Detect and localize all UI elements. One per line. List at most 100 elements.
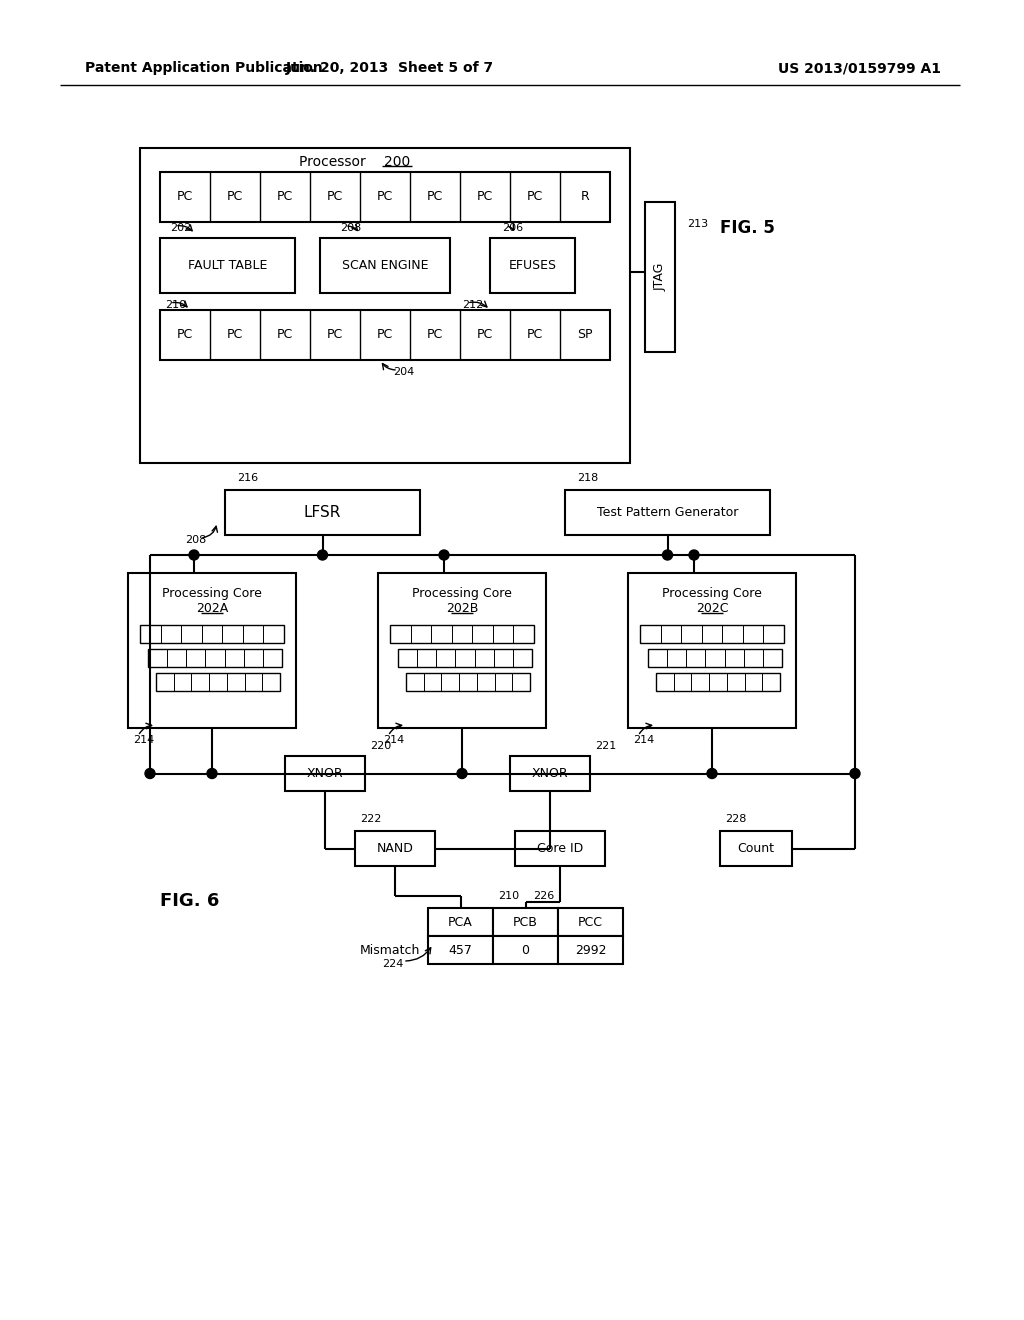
Text: Processing Core: Processing Core	[663, 586, 762, 599]
Text: 210: 210	[165, 300, 186, 310]
Text: NAND: NAND	[377, 842, 414, 855]
Text: PC: PC	[327, 190, 343, 203]
Bar	[225, 490, 420, 535]
Text: PC: PC	[527, 190, 543, 203]
Text: 224: 224	[382, 960, 403, 969]
Bar	[510, 756, 590, 791]
Circle shape	[663, 550, 673, 560]
Text: PC: PC	[227, 190, 243, 203]
Text: 221: 221	[595, 741, 616, 751]
Text: 220: 220	[370, 741, 391, 751]
Text: PC: PC	[377, 329, 393, 342]
Text: PCA: PCA	[449, 916, 473, 928]
Bar	[285, 756, 365, 791]
Text: EFUSES: EFUSES	[509, 259, 556, 272]
Bar	[160, 310, 610, 360]
Text: LFSR: LFSR	[304, 506, 341, 520]
Bar	[428, 908, 493, 936]
Text: PC: PC	[527, 329, 543, 342]
Text: Jun. 20, 2013  Sheet 5 of 7: Jun. 20, 2013 Sheet 5 of 7	[286, 61, 494, 75]
Text: 206: 206	[502, 223, 523, 234]
Bar	[565, 490, 770, 535]
Text: 208: 208	[185, 535, 206, 545]
Text: 226: 226	[534, 891, 554, 902]
Text: PC: PC	[427, 329, 443, 342]
Text: XNOR: XNOR	[531, 767, 568, 780]
Text: 214: 214	[383, 735, 404, 744]
Bar	[640, 624, 784, 643]
Text: PC: PC	[327, 329, 343, 342]
Bar	[558, 936, 623, 964]
Bar	[319, 238, 450, 293]
Text: Patent Application Publication: Patent Application Publication	[85, 61, 323, 75]
Text: 204: 204	[393, 367, 415, 378]
Text: PC: PC	[427, 190, 443, 203]
Bar	[378, 573, 546, 729]
Text: 213: 213	[687, 219, 709, 228]
Text: FIG. 5: FIG. 5	[720, 219, 775, 238]
Bar	[558, 908, 623, 936]
Text: PC: PC	[477, 190, 494, 203]
Bar	[140, 624, 284, 643]
Text: 0: 0	[521, 944, 529, 957]
Bar	[140, 148, 630, 463]
Bar	[720, 832, 792, 866]
Text: 228: 228	[725, 814, 746, 824]
Circle shape	[457, 768, 467, 779]
Text: Count: Count	[737, 842, 774, 855]
Text: 212: 212	[462, 300, 483, 310]
Bar	[406, 673, 530, 690]
Text: Processor: Processor	[299, 154, 370, 169]
Text: PCC: PCC	[578, 916, 603, 928]
Bar	[428, 936, 493, 964]
Text: PCB: PCB	[513, 916, 538, 928]
Text: R: R	[581, 190, 590, 203]
Bar	[398, 649, 532, 667]
Bar	[515, 832, 605, 866]
Text: 208: 208	[340, 223, 361, 234]
Bar	[160, 238, 295, 293]
Text: Mismatch: Mismatch	[359, 944, 420, 957]
Circle shape	[207, 768, 217, 779]
Text: 202A: 202A	[196, 602, 228, 615]
Text: PC: PC	[377, 190, 393, 203]
Bar	[493, 936, 558, 964]
Bar	[160, 172, 610, 222]
Text: 200: 200	[384, 154, 411, 169]
Bar	[490, 238, 575, 293]
Text: 210: 210	[498, 891, 519, 902]
Bar	[648, 649, 782, 667]
Circle shape	[850, 768, 860, 779]
Circle shape	[189, 550, 199, 560]
Text: US 2013/0159799 A1: US 2013/0159799 A1	[778, 61, 941, 75]
Text: FIG. 6: FIG. 6	[160, 892, 219, 909]
Bar	[128, 573, 296, 729]
Text: PC: PC	[177, 329, 194, 342]
Circle shape	[145, 768, 155, 779]
Text: PC: PC	[477, 329, 494, 342]
Text: Processing Core: Processing Core	[412, 586, 512, 599]
Text: PC: PC	[227, 329, 243, 342]
Text: 202C: 202C	[695, 602, 728, 615]
Text: 218: 218	[577, 473, 598, 483]
Text: 457: 457	[449, 944, 472, 957]
Text: Core ID: Core ID	[537, 842, 583, 855]
Circle shape	[317, 550, 328, 560]
Text: FAULT TABLE: FAULT TABLE	[187, 259, 267, 272]
Circle shape	[689, 550, 699, 560]
Bar	[148, 649, 282, 667]
Bar	[628, 573, 796, 729]
Circle shape	[707, 768, 717, 779]
Text: 2992: 2992	[574, 944, 606, 957]
Text: 202B: 202B	[445, 602, 478, 615]
Bar	[355, 832, 435, 866]
Bar	[390, 624, 534, 643]
Bar	[656, 673, 780, 690]
Text: PC: PC	[276, 190, 293, 203]
Bar	[493, 908, 558, 936]
Text: XNOR: XNOR	[306, 767, 343, 780]
Text: 202: 202	[170, 223, 191, 234]
Text: 214: 214	[133, 735, 155, 744]
Bar	[645, 202, 675, 352]
Text: Test Pattern Generator: Test Pattern Generator	[597, 506, 738, 519]
